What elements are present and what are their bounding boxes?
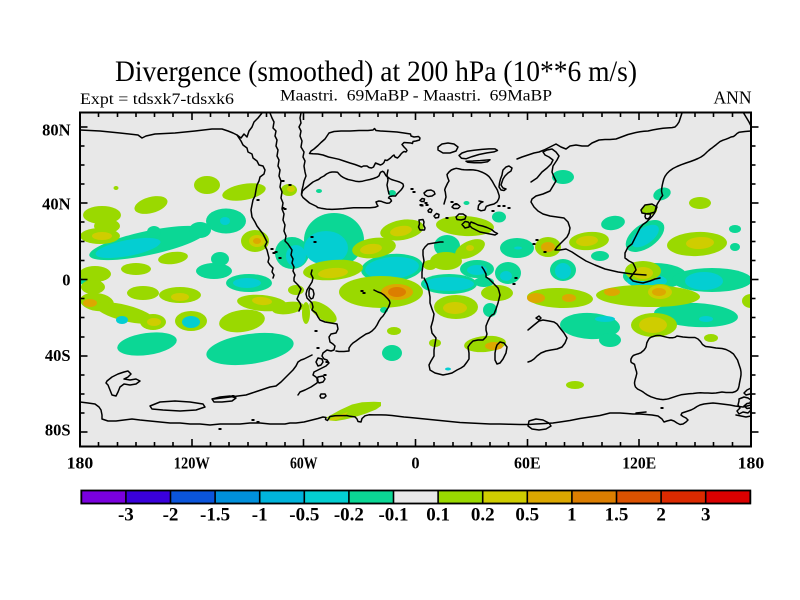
svg-text:1.5: 1.5 [605,505,629,526]
svg-text:1: 1 [567,505,577,526]
svg-text:120E: 120E [622,453,656,472]
svg-text:40S: 40S [45,346,71,365]
svg-text:0: 0 [411,453,419,472]
svg-text:60W: 60W [290,453,318,472]
svg-text:0.5: 0.5 [515,505,539,526]
svg-text:180: 180 [738,453,765,472]
svg-text:ANN: ANN [714,88,752,108]
svg-text:120W: 120W [174,453,210,472]
svg-text:-0.2: -0.2 [334,505,364,526]
svg-text:0: 0 [62,271,70,290]
svg-text:-1: -1 [252,505,268,526]
svg-text:80N: 80N [42,120,71,139]
svg-text:-1.5: -1.5 [200,505,230,526]
svg-text:60E: 60E [514,453,541,472]
svg-text:0.1: 0.1 [426,505,450,526]
svg-text:-0.1: -0.1 [378,505,408,526]
svg-text:3: 3 [701,505,711,526]
svg-text:Expt = tdsxk7-tdsxk6: Expt = tdsxk7-tdsxk6 [80,91,234,108]
svg-text:-0.5: -0.5 [289,505,319,526]
svg-text:Divergence (smoothed) at 200 h: Divergence (smoothed) at 200 hPa (10**6 … [115,55,637,88]
svg-text:-3: -3 [118,505,134,526]
svg-text:40N: 40N [42,195,71,214]
svg-text:Maastri. 69MaBP - Maastri. 6: Maastri. 69MaBP - Maastri. 69MaBP [280,87,552,104]
svg-text:180: 180 [67,453,94,472]
svg-text:80S: 80S [45,421,71,440]
svg-text:0.2: 0.2 [471,505,495,526]
svg-text:-2: -2 [163,505,179,526]
svg-text:2: 2 [656,505,666,526]
